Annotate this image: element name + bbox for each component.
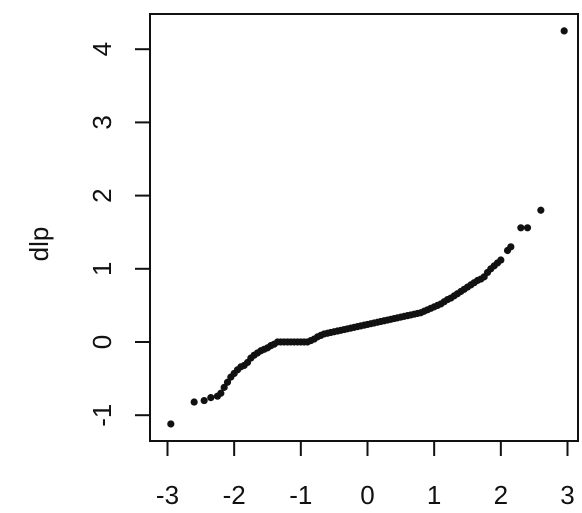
data-point — [207, 394, 215, 402]
data-point — [537, 206, 545, 214]
x-tick-label: -3 — [156, 480, 179, 510]
x-tick-label: 1 — [427, 480, 441, 510]
data-point — [223, 378, 232, 386]
y-tick-label: -1 — [87, 404, 117, 427]
data-point — [167, 420, 175, 428]
y-tick-label: 1 — [87, 262, 117, 276]
x-axis: -3 -2 -1 0 1 2 3 — [156, 441, 575, 510]
data-point — [200, 396, 208, 405]
y-tick-label: 3 — [87, 115, 117, 129]
x-tick-label: -1 — [289, 480, 312, 510]
y-tick-label: 4 — [87, 42, 117, 56]
x-tick-label: -2 — [223, 480, 246, 510]
data-point — [190, 398, 198, 406]
x-tick-label: 2 — [494, 480, 508, 510]
data-point — [523, 224, 532, 232]
x-tick-label: 0 — [360, 480, 374, 510]
data-point — [220, 383, 228, 391]
data-point — [507, 243, 515, 251]
y-axis: -1 0 1 2 3 4 — [87, 42, 150, 427]
y-tick-label: 0 — [87, 335, 117, 349]
y-axis-label: dlp — [24, 227, 54, 262]
plot-frame — [149, 13, 579, 442]
y-tick-label: 2 — [87, 188, 117, 202]
data-point — [560, 27, 568, 35]
data-point — [497, 256, 505, 264]
data-points — [167, 27, 568, 428]
data-point — [517, 224, 525, 232]
data-point — [217, 389, 225, 397]
x-tick-label: 3 — [560, 480, 574, 510]
